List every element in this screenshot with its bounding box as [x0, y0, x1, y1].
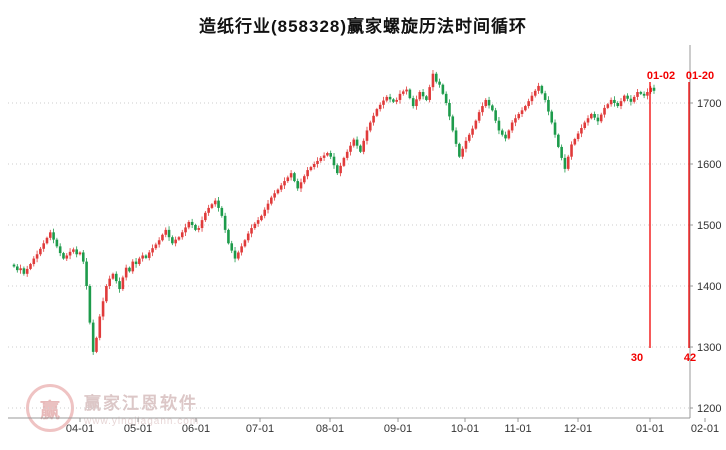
watermark-text: 赢家江恩软件 www.yingjiagann.com [84, 389, 199, 427]
x-axis-label: 11-01 [504, 423, 531, 435]
y-axis-label: 1200 [697, 403, 721, 415]
x-axis-label: 10-01 [451, 423, 479, 435]
x-axis-label: 05-01 [124, 423, 152, 435]
y-axis-label: 1300 [697, 342, 721, 354]
brand-logo-glyph: 赢 [40, 399, 60, 422]
candle-series [12, 70, 656, 355]
watermark: 赢 赢家江恩软件 www.yingjiagann.com [26, 384, 199, 432]
watermark-url: www.yingjiagann.com [84, 416, 200, 427]
x-axis-label: 01-01 [636, 423, 664, 435]
chart-title: 造纸行业(858328)赢家螺旋历法时间循环 [198, 17, 528, 36]
x-axis-label: 07-01 [246, 423, 274, 435]
x-axis: 04-01 05-01 06-01 07-01 08-01 09-01 10-01 11-01… [66, 418, 719, 435]
grid-lines [8, 102, 690, 409]
x-axis-label: 12-01 [564, 423, 592, 435]
cycle-date-label: 01-02 [647, 70, 675, 82]
y-axis-label: 1700 [697, 98, 721, 110]
x-axis-label: 04-01 [66, 423, 94, 435]
watermark-brand: 赢家江恩软件 [84, 394, 198, 413]
axes [8, 45, 691, 419]
cycle-date-label: 01-20 [686, 70, 714, 82]
y-axis-label: 1500 [697, 220, 721, 232]
cycle-number-label: 42 [684, 352, 696, 364]
y-axis-label: 1600 [697, 159, 721, 171]
x-axis-label: 06-01 [182, 423, 210, 435]
cycle-number-label: 30 [631, 352, 643, 364]
y-axis: 1200 1300 1400 1500 1600 1700 [690, 98, 721, 415]
y-axis-label: 1400 [697, 281, 721, 293]
x-axis-label: 02-01 [691, 423, 719, 435]
cycle-event-lines: 01-02 30 01-20 42 [631, 70, 714, 364]
x-axis-label: 08-01 [316, 423, 344, 435]
x-axis-label: 09-01 [384, 423, 412, 435]
